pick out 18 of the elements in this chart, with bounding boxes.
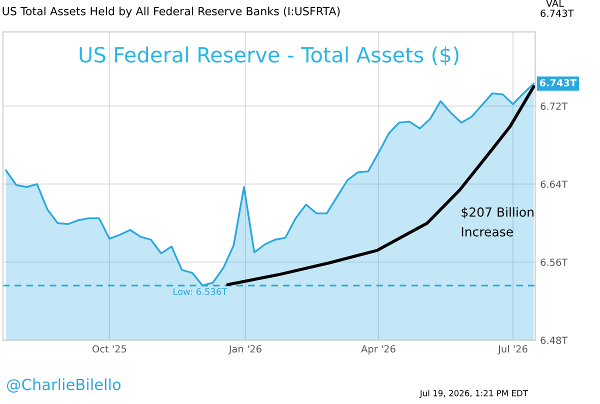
text: VAL bbox=[546, 0, 564, 7]
x-tick-label: Apr '26 bbox=[361, 345, 396, 354]
chart-subtitle: US Total Assets Held by All Federal Reserve Banks (I:USFRTA) bbox=[2, 6, 340, 18]
y-tick-label: 6.56T bbox=[540, 258, 568, 266]
text: US Federal Reserve - Total Assets ($) bbox=[80, 46, 458, 66]
x-tick-label: Jan '26 bbox=[228, 345, 262, 354]
line-series bbox=[226, 85, 536, 286]
x-tick-label: Oct '25 bbox=[92, 345, 126, 353]
data-label: 6.743T bbox=[540, 79, 577, 86]
y-tick-label: 6.72T bbox=[540, 102, 568, 110]
text: @CharlieBilello bbox=[7, 378, 121, 393]
y-tick-label: 6.64T bbox=[540, 180, 568, 188]
annotation: $207 Billion Increase bbox=[462, 207, 534, 237]
annotation: Low: 6.536T bbox=[174, 288, 228, 296]
x-tick-label: Jul '26 bbox=[498, 345, 528, 354]
y-tick-label: 6.48T bbox=[540, 336, 568, 344]
text: 6.743T bbox=[540, 10, 574, 17]
text: Jul 19, 2026, 1:21 PM EDT bbox=[419, 390, 528, 398]
